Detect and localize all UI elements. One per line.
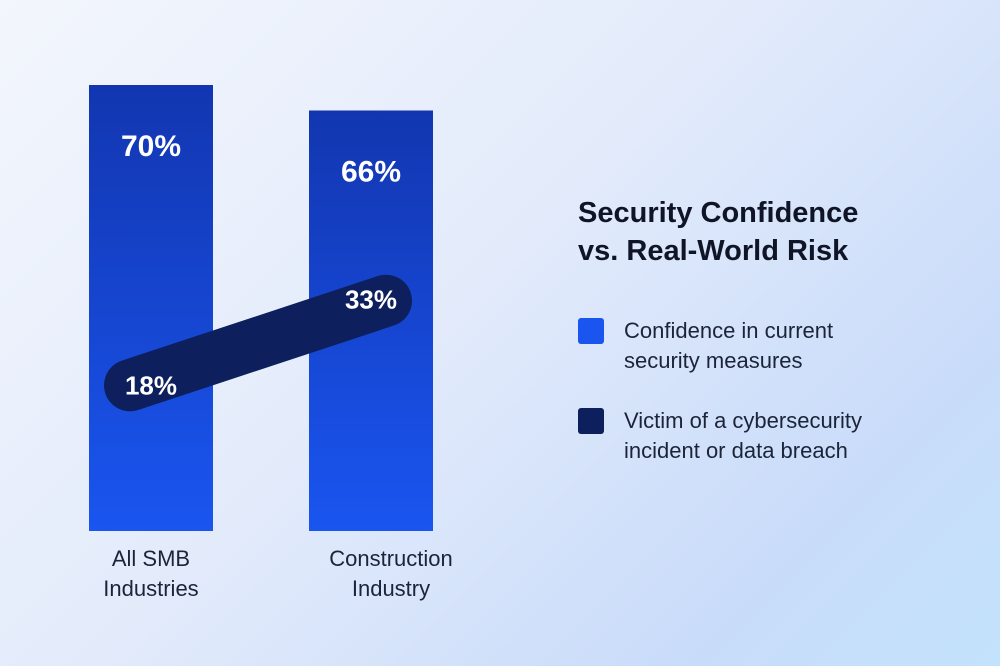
category-label-0-line-1: All SMB <box>112 546 190 571</box>
victim-line <box>104 274 412 412</box>
bar-confidence-0 <box>89 85 213 531</box>
legend-item-confidence: Confidence in current security measures <box>578 316 978 376</box>
legend-label-confidence: Confidence in current security measures <box>624 316 924 376</box>
line-value-label-1: 33% <box>345 285 397 315</box>
legend-item-victim: Victim of a cybersecurity incident or da… <box>578 406 978 466</box>
legend-label-victim: Victim of a cybersecurity incident or da… <box>624 406 924 466</box>
legend-label-victim-line-2: incident or data breach <box>624 438 848 463</box>
chart-title-line-1: Security Confidence <box>578 197 859 229</box>
category-label-1-line-2: Industry <box>352 576 430 601</box>
bar-value-label-0: 70% <box>121 130 181 163</box>
legend-swatch-victim <box>578 408 604 434</box>
category-label-1-line-1: Construction <box>329 546 453 571</box>
chart-title-line-2: vs. Real-World Risk <box>578 235 849 267</box>
legend: Security Confidence vs. Real-World Risk … <box>578 194 978 496</box>
line-value-label-0: 18% <box>125 370 177 400</box>
category-label-0-line-2: Industries <box>103 576 198 601</box>
legend-label-confidence-line-1: Confidence in current <box>624 318 834 343</box>
bar-value-label-1: 66% <box>341 155 401 188</box>
legend-label-victim-line-1: Victim of a cybersecurity <box>624 408 863 433</box>
chart-title: Security Confidence vs. Real-World Risk <box>578 194 978 270</box>
chart: 70% 66% 18% 33% All SMB Industries Construct… <box>89 85 453 601</box>
legend-label-confidence-line-2: security measures <box>624 348 803 373</box>
legend-swatch-confidence <box>578 318 604 344</box>
